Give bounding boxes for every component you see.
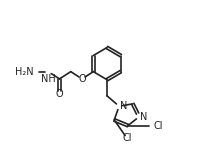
Text: N: N <box>120 101 127 111</box>
Text: O: O <box>78 74 86 84</box>
Text: H₂N: H₂N <box>15 67 34 77</box>
Text: O: O <box>56 89 63 99</box>
Text: N: N <box>140 112 147 122</box>
Text: Cl: Cl <box>122 133 132 143</box>
Text: NH: NH <box>41 74 56 84</box>
Text: Cl: Cl <box>154 121 163 131</box>
